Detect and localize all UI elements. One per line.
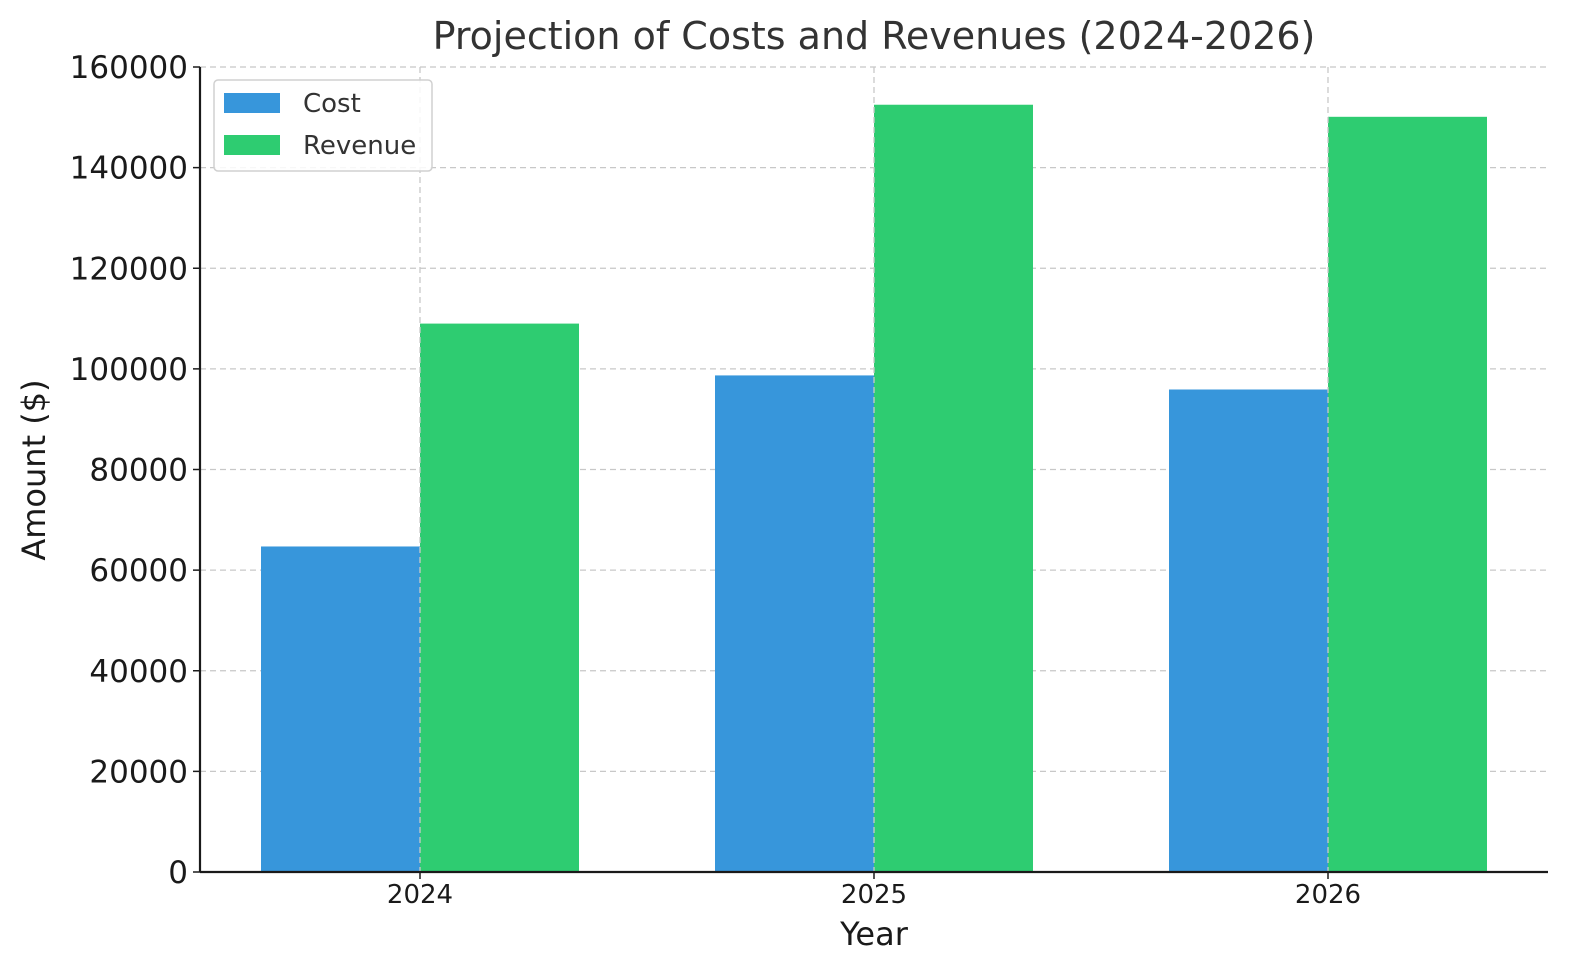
bar-revenue-2025 — [874, 104, 1033, 872]
y-tick-labels: 0 20000 40000 60000 80000 100000 120000 140000 1… — [70, 50, 188, 891]
y-tick-label: 0 — [168, 855, 188, 891]
bar-cost-2026 — [1169, 389, 1328, 872]
y-tick-label: 40000 — [89, 654, 188, 690]
bar-revenue-2026 — [1328, 116, 1487, 872]
legend-label-revenue: Revenue — [303, 131, 416, 161]
bar-cost-2025 — [715, 375, 874, 872]
legend-label-cost: Cost — [303, 89, 361, 119]
vertical-grid-lines — [419, 67, 1329, 872]
x-tick-label: 2024 — [387, 880, 453, 910]
y-tick-label: 100000 — [70, 352, 188, 388]
legend: Cost Revenue — [213, 79, 433, 172]
chart-title: Projection of Costs and Revenues (2024-2… — [433, 14, 1316, 58]
legend-swatch-revenue — [224, 135, 280, 155]
y-tick-label: 20000 — [89, 754, 188, 790]
x-tick-label: 2026 — [1295, 880, 1361, 910]
axes — [193, 66, 1548, 879]
y-tick-label: 80000 — [89, 453, 188, 489]
bars — [261, 104, 1487, 872]
bar-revenue-2024 — [420, 323, 579, 872]
bar-cost-2024 — [261, 546, 420, 872]
y-tick-label: 120000 — [70, 251, 188, 287]
legend-swatch-cost — [224, 93, 280, 113]
y-axis-label: Amount ($) — [15, 379, 53, 560]
x-tick-label: 2025 — [841, 880, 907, 910]
y-tick-label: 160000 — [70, 50, 188, 86]
x-axis-label: Year — [839, 915, 909, 953]
y-tick-label: 60000 — [89, 553, 188, 589]
x-tick-labels: 2024 2025 2026 — [387, 880, 1361, 910]
y-tick-label: 140000 — [70, 151, 188, 187]
